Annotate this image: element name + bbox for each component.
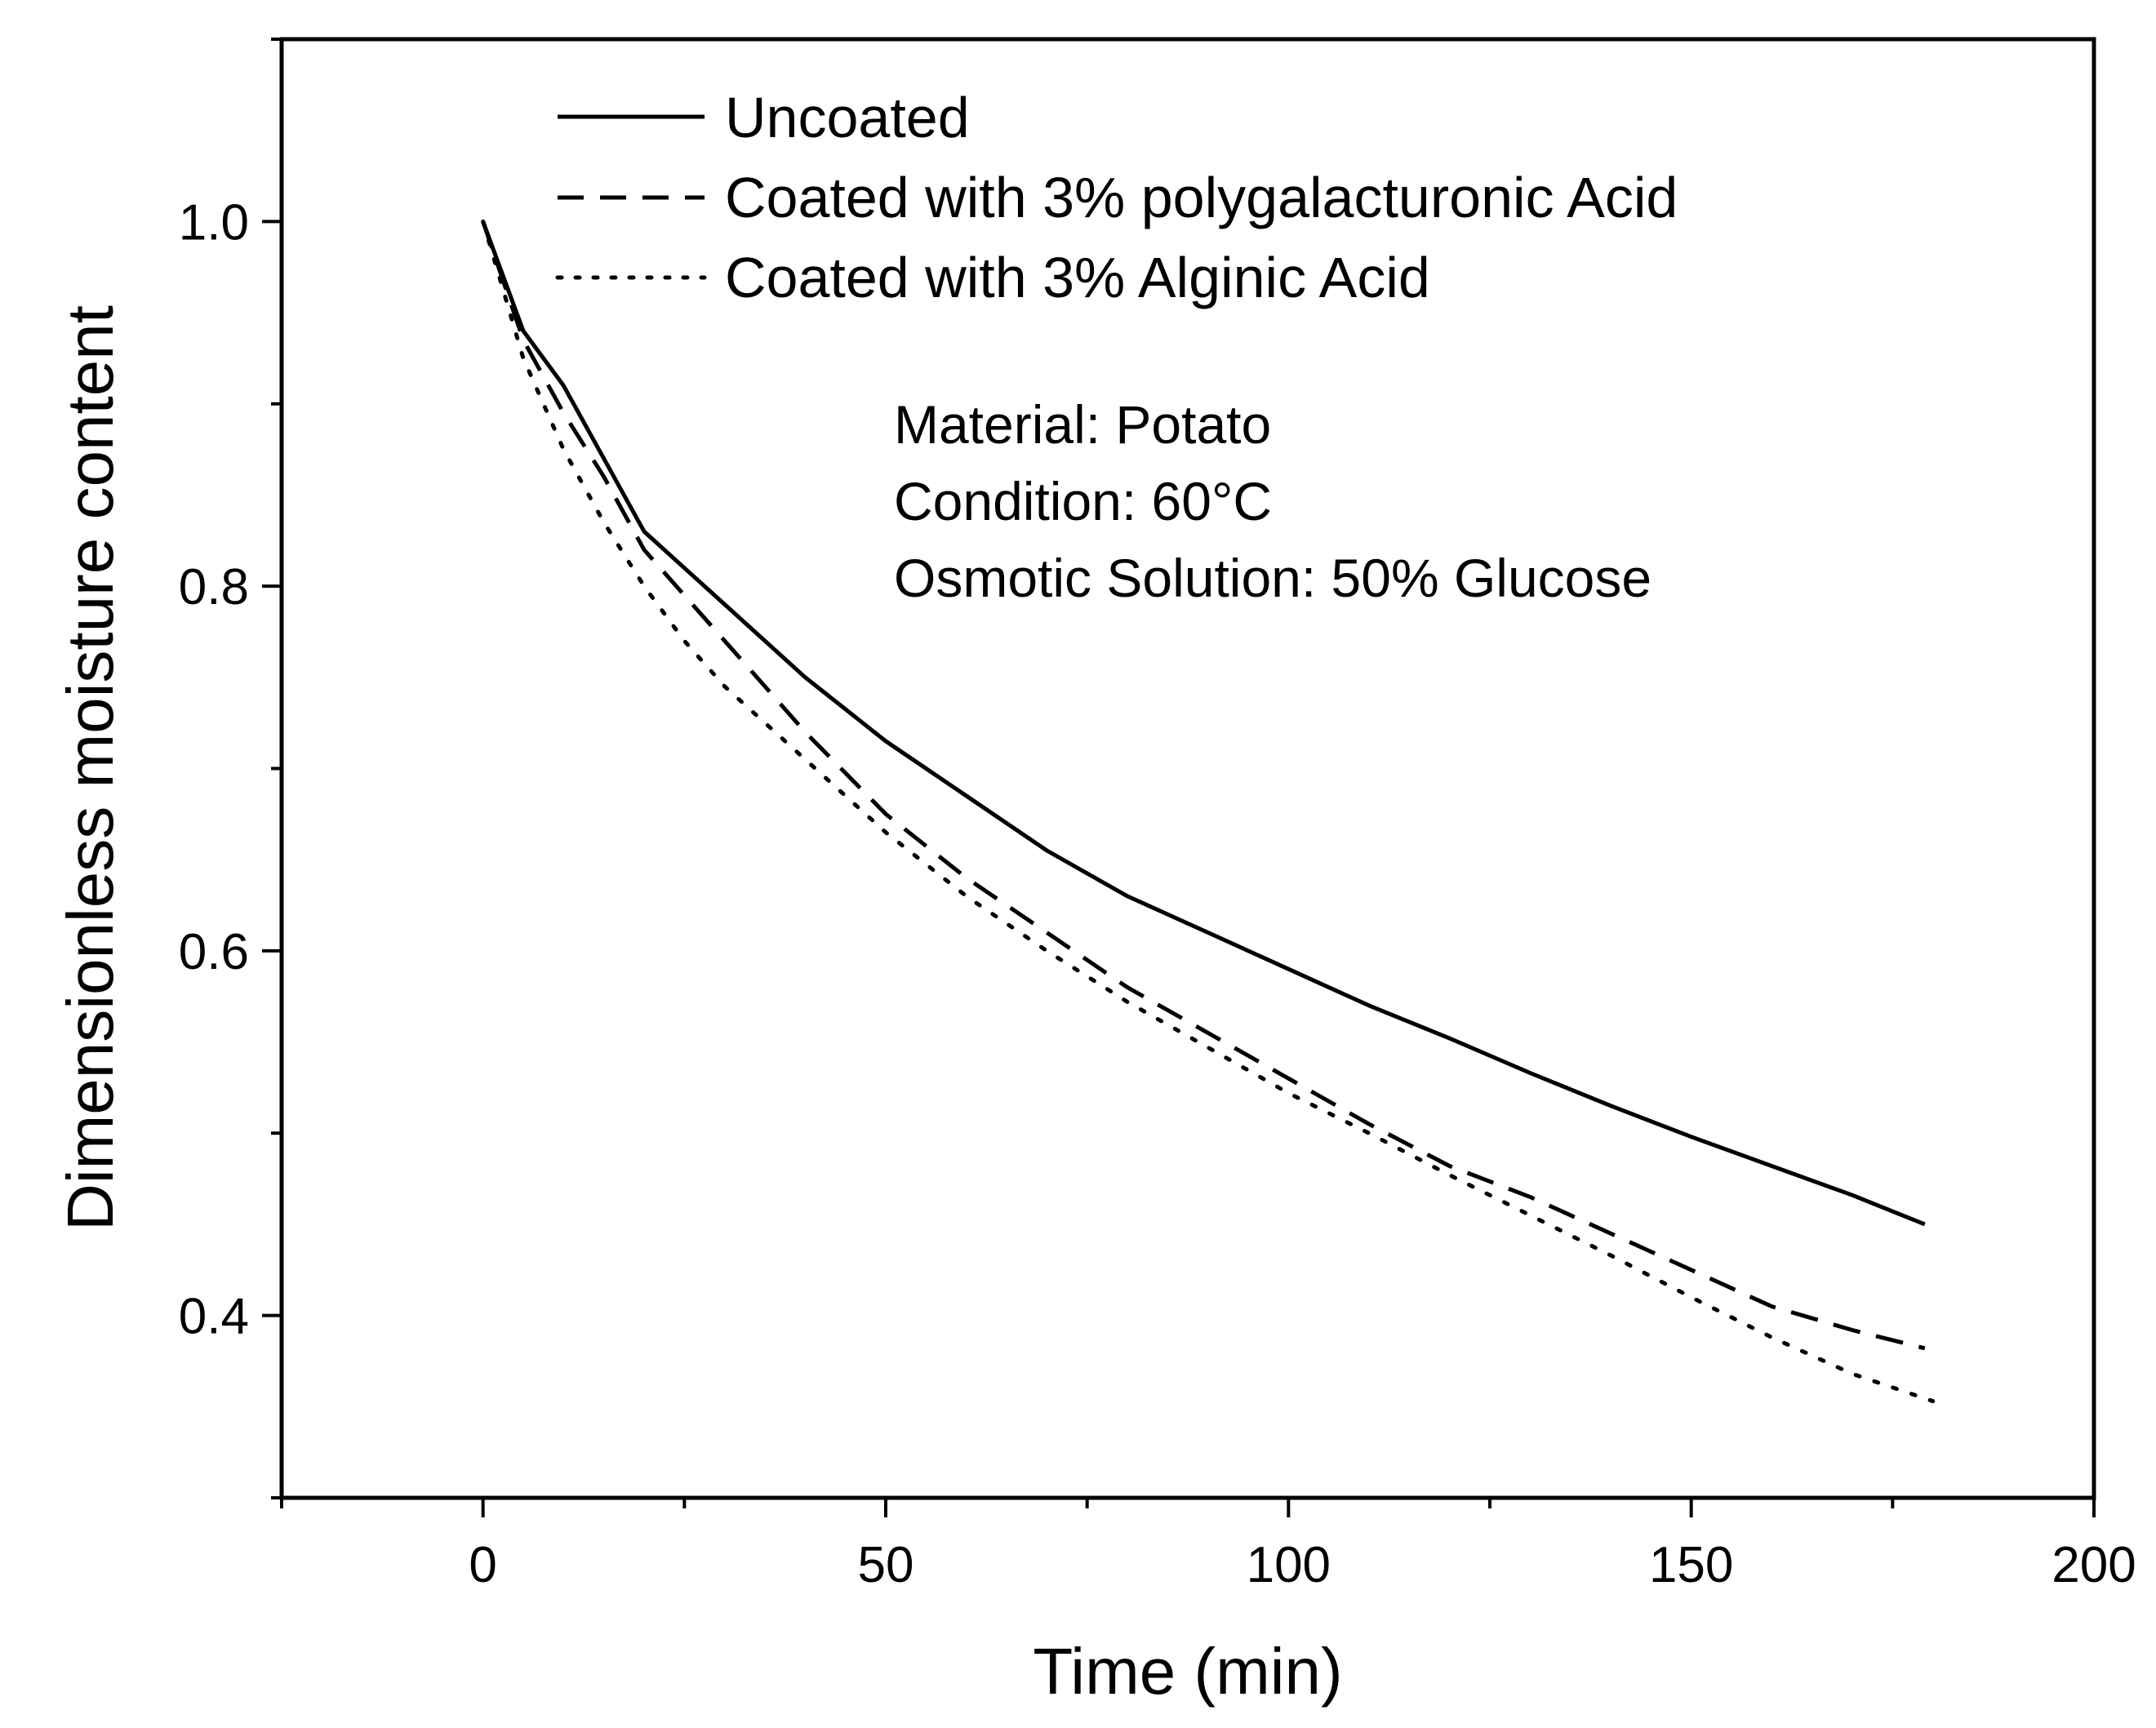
x-tick-label-100: 100	[1247, 1537, 1331, 1593]
y-tick-label-0.8: 0.8	[179, 559, 249, 615]
y-tick-label-0.4: 0.4	[179, 1289, 249, 1345]
series-line-1	[481, 220, 1926, 1351]
series-layer	[481, 219, 1936, 1404]
annotation-condition: Condition: 60°C	[894, 471, 1272, 531]
legend: Uncoated Coated with 3% polygalacturonic…	[555, 86, 1678, 309]
y-tick-label-1: 1.0	[179, 194, 249, 251]
axis-ticks: 0 50 100 150 200 0.4 0.6 0.8 1.0	[179, 38, 2136, 1593]
annotation-osmotic-solution: Osmotic Solution: 50% Glucose	[894, 548, 1651, 608]
x-tick-label-200: 200	[2052, 1537, 2136, 1593]
annotation-block: Material: Potato Condition: 60°C Osmotic…	[894, 394, 1651, 608]
x-tick-label-0: 0	[469, 1537, 496, 1593]
legend-label-alginic: Coated with 3% Alginic Acid	[725, 246, 1430, 309]
series-line-0	[481, 220, 1926, 1227]
y-tick-label-0.6: 0.6	[179, 924, 249, 980]
legend-label-polygalacturonic: Coated with 3% polygalacturonic Acid	[725, 166, 1678, 229]
annotation-material: Material: Potato	[894, 394, 1271, 455]
x-tick-label-150: 150	[1649, 1537, 1733, 1593]
y-axis-label: Dimensionless moisture content	[54, 305, 127, 1231]
x-axis-label: Time (min)	[1033, 1635, 1342, 1708]
x-tick-label-50: 50	[858, 1537, 914, 1593]
legend-label-uncoated: Uncoated	[725, 86, 970, 149]
